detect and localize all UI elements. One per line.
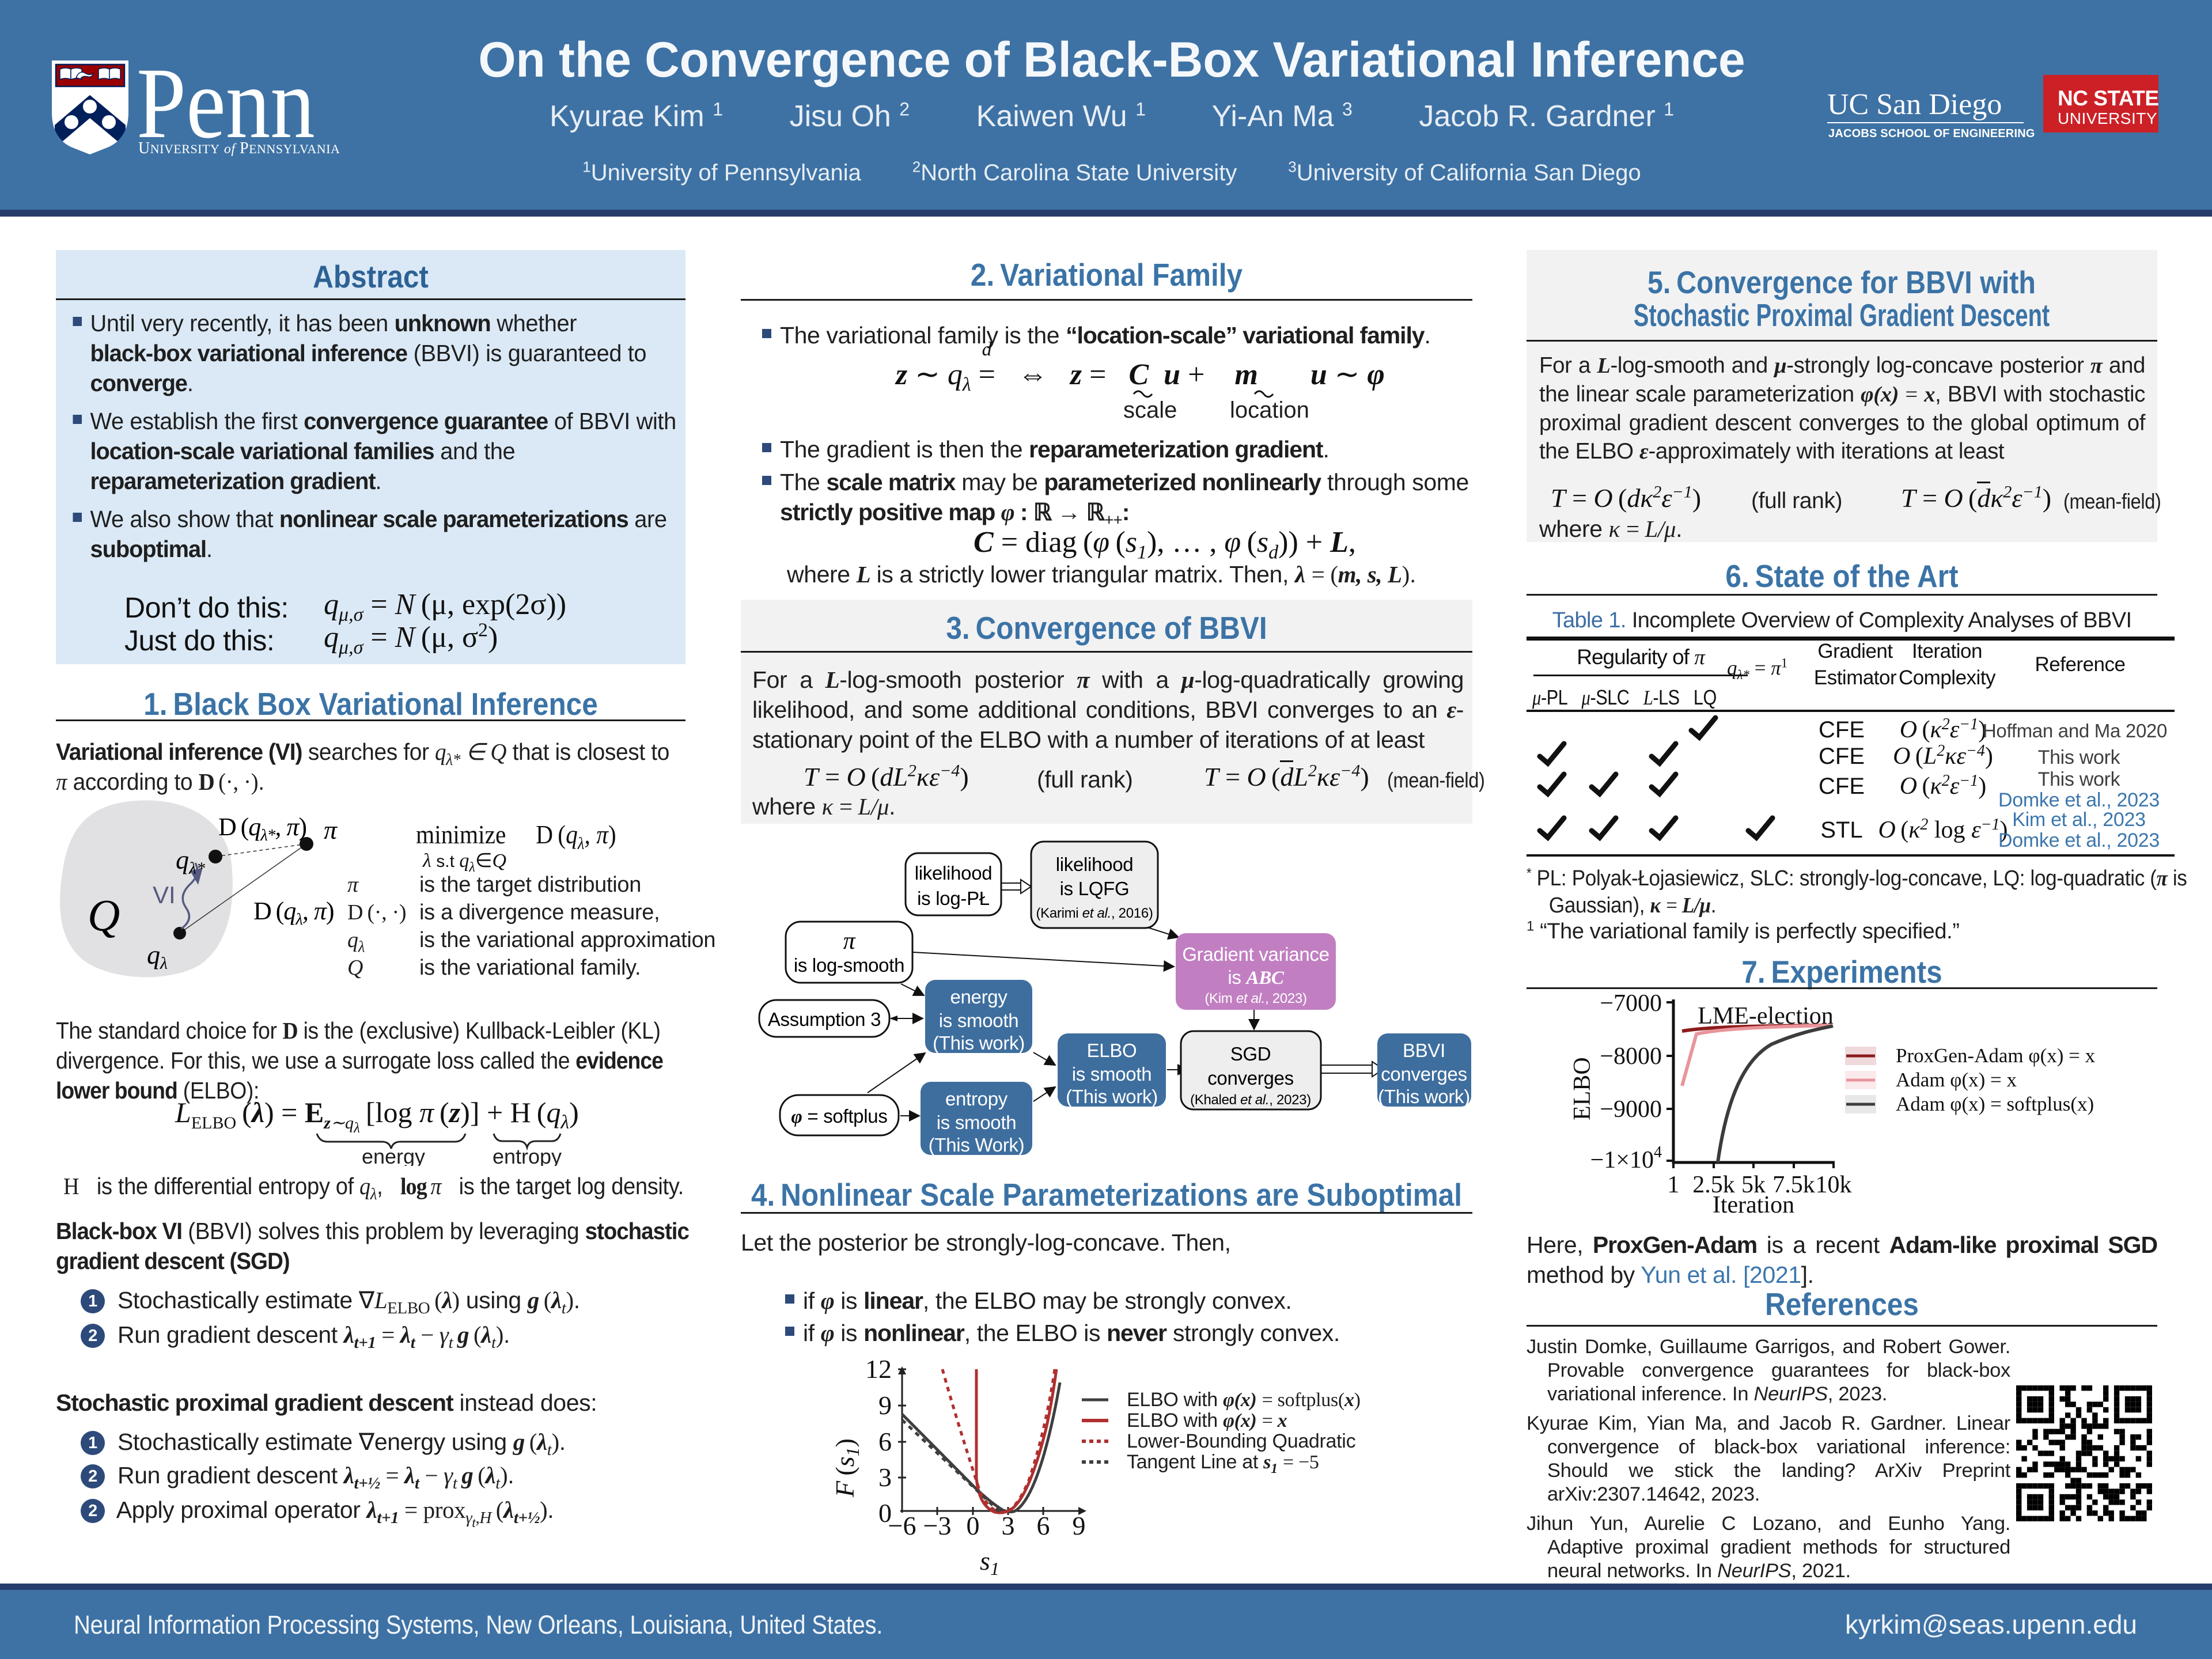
svg-text:Kim et al., 2023: Kim et al., 2023 <box>2012 809 2145 831</box>
svg-text:−6: −6 <box>888 1511 916 1540</box>
svg-text:is ABC: is ABC <box>1228 967 1285 988</box>
svg-text:−7000: −7000 <box>1600 994 1662 1017</box>
svg-text:−8000: −8000 <box>1600 1043 1662 1070</box>
svg-text:−1×104: −1×104 <box>1590 1143 1662 1173</box>
svg-text:is log-PŁ: is log-PŁ <box>917 888 990 909</box>
svg-text:−9000: −9000 <box>1600 1096 1662 1123</box>
svg-text:UC San Diego: UC San Diego <box>1827 88 2002 121</box>
svg-text:π: π <box>324 815 338 844</box>
svg-text:is LQFG: is LQFG <box>1060 878 1130 899</box>
svg-text:energy: energy <box>950 986 1007 1007</box>
svg-text:6: 6 <box>1037 1511 1050 1540</box>
svg-text:CFE: CFE <box>1819 744 1865 769</box>
svg-text:9: 9 <box>1073 1511 1086 1540</box>
svg-text:is smooth: is smooth <box>937 1112 1017 1133</box>
svg-text:2.5k: 2.5k <box>1692 1172 1735 1198</box>
svg-text:UNIVERSITY of PENNSYLVANIA: UNIVERSITY of PENNSYLVANIA <box>138 139 340 157</box>
svg-text:CFE: CFE <box>1819 774 1865 799</box>
svg-text:converges: converges <box>1381 1063 1467 1085</box>
svg-text:Q: Q <box>88 890 120 940</box>
svg-text:D (qλ*, π): D (qλ*, π) <box>218 813 306 844</box>
svg-text:Domke et al., 2023: Domke et al., 2023 <box>1998 830 2160 851</box>
svg-text:entropy: entropy <box>493 1145 562 1166</box>
svg-text:Domke et al., 2023: Domke et al., 2023 <box>1998 789 2160 811</box>
svg-text:1: 1 <box>1668 1172 1680 1198</box>
svg-text:0: 0 <box>878 1498 892 1528</box>
svg-text:CFE: CFE <box>1819 717 1865 743</box>
svg-text:is smooth: is smooth <box>1072 1063 1152 1085</box>
svg-text:O (κ2ε−1): O (κ2ε−1) <box>1900 715 1986 743</box>
svg-text:3: 3 <box>1002 1511 1015 1540</box>
svg-text:is log-smooth: is log-smooth <box>794 955 904 976</box>
svg-text:Hoffman and Ma 2020: Hoffman and Ma 2020 <box>1983 720 2167 741</box>
svg-text:qλ: qλ <box>147 940 168 973</box>
svg-text:JACOBS SCHOOL OF ENGINEERING: JACOBS SCHOOL OF ENGINEERING <box>1828 127 2035 140</box>
svg-text:(This Work): (This Work) <box>929 1134 1025 1156</box>
svg-text:5k: 5k <box>1741 1172 1766 1198</box>
svg-text:ELBO: ELBO <box>1573 1057 1596 1120</box>
svg-text:(Karimi et al., 2016): (Karimi et al., 2016) <box>1036 906 1153 921</box>
svg-text:D (qλ, π): D (qλ, π) <box>253 897 334 929</box>
svg-text:s1: s1 <box>980 1546 999 1579</box>
svg-text:π: π <box>843 928 856 955</box>
svg-text:(Khaled et al., 2023): (Khaled et al., 2023) <box>1190 1092 1311 1108</box>
svg-text:converges: converges <box>1207 1067 1294 1089</box>
svg-text:likelihood: likelihood <box>915 862 993 884</box>
svg-text:(This work): (This work) <box>1378 1086 1470 1107</box>
svg-text:entropy: entropy <box>945 1088 1008 1109</box>
svg-text:Gradient variance: Gradient variance <box>1182 944 1329 965</box>
svg-text:Iteration: Iteration <box>1713 1192 1794 1218</box>
svg-text:7.5k: 7.5k <box>1772 1172 1815 1198</box>
svg-text:(This work): (This work) <box>1066 1086 1158 1107</box>
svg-text:O (κ2 log ε−1): O (κ2 log ε−1) <box>1878 816 2008 843</box>
svg-text:O (L2κε−4): O (L2κε−4) <box>1893 742 1993 770</box>
svg-text:VI: VI <box>153 881 176 908</box>
svg-text:BBVI: BBVI <box>1403 1040 1445 1061</box>
svg-text:O (κ2ε−1): O (κ2ε−1) <box>1900 772 1986 800</box>
svg-text:F (s1): F (s1) <box>830 1438 863 1498</box>
svg-text:(Kim et al., 2023): (Kim et al., 2023) <box>1205 991 1306 1006</box>
svg-text:9: 9 <box>878 1391 892 1420</box>
svg-text:ELBO: ELBO <box>1087 1040 1137 1061</box>
svg-text:STL: STL <box>1820 817 1862 843</box>
svg-text:This work: This work <box>2038 747 2121 768</box>
svg-text:10k: 10k <box>1816 1172 1852 1198</box>
svg-text:Assumption 3: Assumption 3 <box>768 1009 881 1030</box>
svg-text:This work: This work <box>2038 768 2121 790</box>
svg-text:energy: energy <box>362 1145 425 1166</box>
svg-text:φ = softplus: φ = softplus <box>791 1105 887 1127</box>
svg-text:12: 12 <box>865 1354 892 1384</box>
svg-text:0: 0 <box>967 1511 980 1540</box>
svg-text:SGD: SGD <box>1230 1043 1271 1065</box>
svg-text:likelihood: likelihood <box>1056 854 1134 875</box>
svg-text:(This work): (This work) <box>933 1032 1025 1054</box>
svg-text:3: 3 <box>878 1463 892 1492</box>
svg-text:−3: −3 <box>923 1511 952 1540</box>
svg-text:6: 6 <box>878 1427 892 1456</box>
svg-text:Penn: Penn <box>137 58 315 159</box>
svg-text:is smooth: is smooth <box>939 1010 1019 1031</box>
